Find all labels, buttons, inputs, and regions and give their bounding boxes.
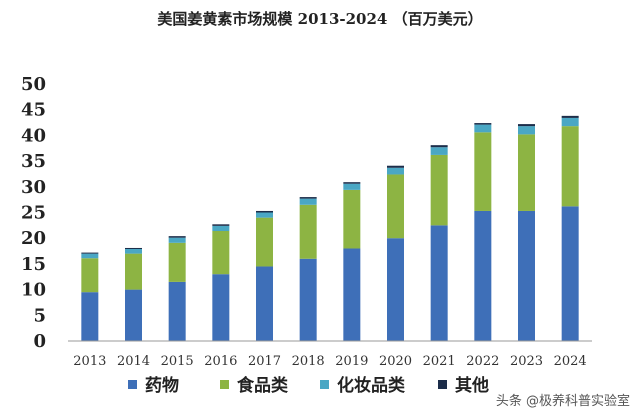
bar-segment-1 (430, 225, 448, 341)
bar-segment-4 (125, 247, 142, 249)
x-tick-label: 2019 (335, 354, 368, 369)
x-tick-label: 2018 (292, 354, 325, 369)
bar-segment-3 (212, 225, 230, 232)
y-tick-label: 10 (21, 280, 46, 301)
bar-segment-3 (474, 124, 492, 133)
bar-segment-4 (430, 145, 448, 148)
bar-segment-1 (474, 210, 492, 341)
bar-segment-2 (343, 189, 361, 249)
bar-segment-1 (212, 274, 230, 341)
chart-title: 美国姜黄素市场规模 2013-2024 （百万美元） (157, 10, 483, 28)
bar-segment-2 (81, 258, 99, 293)
bar-segment-3 (256, 212, 273, 218)
bar-segment-3 (343, 183, 361, 190)
bar-segment-1 (343, 248, 361, 341)
bars (81, 115, 579, 341)
legend-label: 其他 (455, 375, 489, 396)
bar-segment-3 (561, 117, 579, 127)
legend-swatch (438, 380, 447, 389)
bar-segment-1 (81, 292, 99, 341)
x-tick-label: 2024 (554, 354, 587, 369)
bar-segment-3 (81, 253, 99, 259)
bar-segment-1 (518, 210, 535, 341)
y-tick-label: 50 (21, 74, 46, 95)
watermark: 头条 @极养科普实验室 (495, 394, 630, 409)
y-tick-label: 45 (21, 100, 46, 121)
y-tick-label: 20 (21, 228, 46, 249)
y-tick-label: 15 (21, 254, 46, 275)
x-tick-label: 2014 (117, 354, 150, 369)
x-tick-label: 2021 (423, 354, 456, 369)
bar-segment-4 (256, 210, 273, 213)
legend-swatch (320, 380, 329, 389)
x-tick-label: 2020 (379, 354, 412, 369)
bar-segment-3 (125, 248, 142, 254)
bar-segment-2 (212, 231, 230, 275)
bar-segment-3 (430, 147, 448, 155)
y-tick-label: 40 (21, 125, 46, 146)
x-tick-label: 2023 (510, 354, 543, 369)
legend-swatch (220, 380, 229, 389)
bar-segment-1 (168, 281, 186, 341)
bar-segment-4 (474, 123, 492, 125)
bar-segment-3 (299, 198, 317, 205)
bar-segment-2 (387, 174, 404, 239)
bar-segment-2 (430, 154, 448, 226)
bar-segment-4 (299, 197, 317, 199)
bar-segment-3 (518, 126, 535, 135)
x-tick-label: 2015 (161, 354, 194, 369)
bar-segment-1 (299, 258, 317, 341)
x-tick-label: 2016 (204, 354, 237, 369)
x-tick-label: 2013 (73, 354, 106, 369)
bar-segment-3 (387, 167, 404, 175)
x-tick-label: 2017 (248, 354, 281, 369)
bar-segment-2 (256, 217, 273, 267)
bar-segment-1 (387, 238, 404, 341)
y-tick-label: 25 (21, 203, 46, 224)
bar-segment-4 (168, 236, 186, 238)
bar-segment-4 (212, 224, 230, 226)
legend-label: 化妆品类 (337, 375, 406, 396)
bar-segment-3 (168, 237, 186, 243)
legend: 药物 食品类 化妆品类 其他 (128, 375, 489, 396)
legend-label: 药物 (145, 375, 179, 396)
bar-segment-4 (561, 115, 579, 118)
y-tick-label: 0 (33, 331, 46, 352)
bar-segment-4 (81, 252, 99, 254)
bar-segment-1 (256, 266, 273, 341)
bar-segment-2 (561, 126, 579, 207)
bar-segment-2 (518, 134, 535, 211)
bar-segment-1 (125, 289, 142, 341)
bar-segment-2 (125, 253, 142, 290)
y-tick-label: 35 (21, 151, 46, 172)
y-tick-label: 5 (33, 305, 46, 326)
x-tick-label: 2022 (466, 354, 499, 369)
legend-swatch (128, 380, 137, 389)
bar-segment-2 (474, 132, 492, 211)
bar-segment-4 (518, 124, 535, 127)
y-tick-label: 30 (21, 177, 46, 198)
bar-segment-1 (561, 206, 579, 341)
x-axis: 2013 2014 2015 2016 2017 2018 2019 2020 2021 2022… (68, 340, 592, 369)
bar-segment-2 (168, 242, 186, 282)
bar-segment-4 (387, 165, 404, 168)
legend-label: 食品类 (237, 375, 289, 396)
bar-segment-2 (299, 204, 317, 259)
y-axis: 0 5 10 15 20 25 30 35 40 45 50 (21, 74, 46, 352)
bar-segment-4 (343, 182, 361, 184)
